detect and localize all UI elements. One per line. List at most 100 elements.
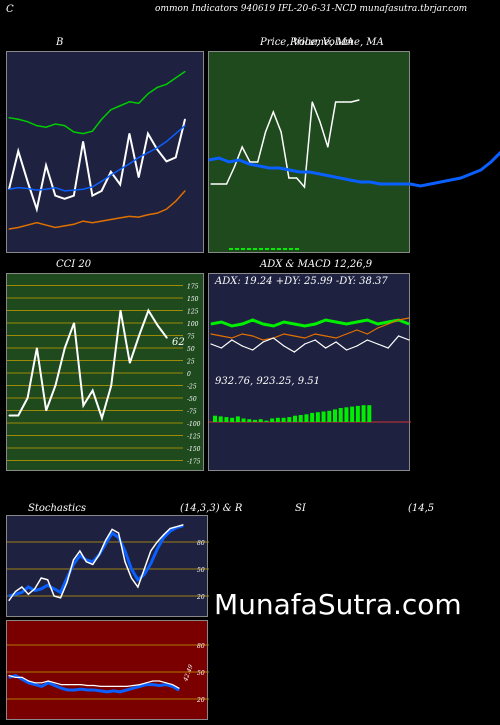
- adx-series-0-point: [335, 321, 337, 323]
- ma-series-point: [258, 165, 260, 167]
- adx-series-2-point: [345, 349, 348, 351]
- price-series-point: [210, 183, 212, 185]
- stoch-series-0-point: [105, 543, 107, 545]
- cci-line-point: [110, 384, 112, 387]
- stoch-series-1-point: [124, 561, 126, 563]
- adx-series-0-point: [366, 319, 368, 321]
- rsi-series-0-point: [106, 691, 108, 693]
- bollinger-series-1-point: [82, 188, 84, 190]
- bollinger-series-2: [8, 70, 186, 135]
- macd-bar: [281, 417, 286, 422]
- stoch-series-0-point: [66, 577, 68, 579]
- bollinger-series-3-point: [156, 212, 158, 214]
- ma-series-point: [439, 181, 442, 183]
- adx-series-1-point: [408, 317, 410, 319]
- bollinger-series-2-point: [138, 102, 140, 104]
- bollinger-series-2-point: [184, 70, 186, 73]
- rsi-series-0-point: [165, 684, 167, 686]
- stoch-series-0-point: [27, 586, 29, 588]
- adx-series-2-point: [377, 343, 379, 345]
- stoch-series-0-point: [79, 554, 81, 557]
- rsi-series-0-point: [41, 685, 43, 687]
- bollinger-series-2-point: [26, 121, 29, 123]
- bollinger-series-0-point: [147, 132, 149, 135]
- rsi-series-1-point: [47, 680, 49, 682]
- adx-series-0-point: [345, 323, 348, 325]
- bollinger-series-3-point: [138, 216, 140, 218]
- adx-series-1-point: [377, 327, 379, 329]
- stoch-series-0-point: [72, 563, 75, 566]
- macd-bar: [350, 406, 355, 422]
- stoch-series-0-point: [137, 579, 139, 581]
- cci-title: CCI 20: [56, 259, 92, 270]
- rsi-series-1-point: [178, 687, 180, 689]
- rsi-series-0-point: [132, 687, 134, 689]
- stoch-series-0-point: [163, 536, 165, 539]
- ma-series-point: [208, 159, 210, 161]
- macd-bar: [338, 408, 343, 422]
- stoch-series-1-point: [163, 534, 165, 536]
- adx-series-0-point: [293, 323, 295, 325]
- price-series-point: [342, 101, 345, 103]
- price-series-point: [225, 183, 228, 185]
- stoch-series-1-point: [27, 593, 29, 595]
- bollinger-series-3-point: [184, 190, 186, 192]
- stoch-chart: 80 50 20: [7, 524, 209, 602]
- adx-series-2-point: [366, 339, 368, 341]
- bollinger-series-3-point: [54, 226, 56, 229]
- cci-line-point: [166, 337, 168, 339]
- cci-line-point: [119, 309, 122, 312]
- ma-series-point: [248, 163, 250, 165]
- adx-series-0-point: [283, 321, 285, 323]
- rsi-series-1-point: [21, 676, 23, 678]
- stoch-series-1-point: [111, 528, 113, 530]
- bollinger-series-3-point: [175, 200, 177, 202]
- bollinger-series-0-point: [110, 171, 112, 173]
- cci-tick: 75: [187, 334, 195, 341]
- adx-series-1-point: [304, 337, 306, 339]
- cci-latest: 62: [172, 337, 185, 348]
- rsi-title: SI: [295, 503, 306, 514]
- rsi-chart: 80 50 20 42.49: [7, 643, 209, 704]
- macd-bar: [355, 405, 360, 422]
- rsi-series-0-point: [21, 678, 23, 680]
- macd-bar: [315, 412, 320, 422]
- bollinger-series-2-point: [128, 101, 131, 103]
- bollinger-series-3-point: [165, 208, 168, 210]
- bollinger-series-3-point: [119, 217, 121, 219]
- rsi-series-1-point: [119, 685, 121, 687]
- stoch-series-0-point: [8, 595, 10, 597]
- adx-series-1: [210, 317, 410, 341]
- stoch-series-1-point: [53, 595, 55, 597]
- stoch-series-0-point: [156, 548, 158, 550]
- header-prefix: C: [6, 4, 14, 15]
- cci-tick: -125: [187, 434, 201, 441]
- cci-tick: -100: [187, 421, 201, 428]
- rsi-series-0: [8, 673, 180, 694]
- stoch-subtitle: (14,3,3) & R: [180, 503, 243, 514]
- stoch-series-0-point: [169, 530, 171, 532]
- cci-line-point: [82, 404, 84, 407]
- stoch-series-1-point: [66, 581, 68, 584]
- macd-bar: [327, 410, 332, 422]
- ma-series-point: [238, 159, 240, 161]
- cci-tick: 125: [187, 309, 199, 316]
- stoch-panel: 80 50 20: [6, 515, 209, 617]
- price-series-point: [249, 161, 251, 163]
- adx-series-1-point: [252, 335, 254, 337]
- cci-tick: -150: [187, 446, 201, 453]
- stoch-series-1-point: [59, 597, 62, 599]
- adx-series-0-point: [408, 323, 410, 325]
- bollinger-series-0-point: [101, 190, 103, 192]
- adx-label: ADX: 19.24 +DY: 25.99 -DY: 38.37: [215, 276, 388, 287]
- cci-line-point: [64, 347, 66, 349]
- adx-series-0: [210, 318, 410, 328]
- stoch-series-1-point: [72, 559, 75, 561]
- macd-bar: [344, 407, 349, 422]
- volume-bar: [295, 248, 299, 250]
- adx-series-1-point: [241, 333, 243, 335]
- bollinger-series-1-point: [110, 174, 112, 176]
- bollinger-series-1-point: [165, 140, 168, 143]
- macd-bar: [213, 415, 217, 422]
- ma-series: [208, 150, 500, 188]
